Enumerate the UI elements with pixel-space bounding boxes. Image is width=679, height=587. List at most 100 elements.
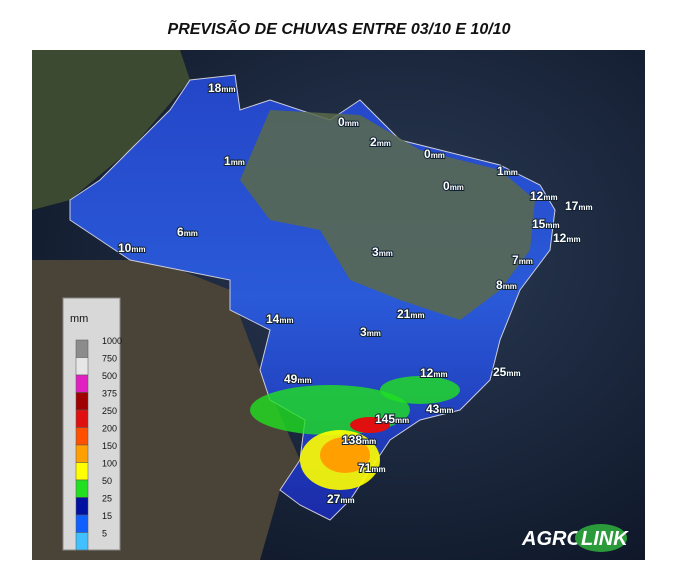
rain-value: 0 [443,179,450,193]
rain-value: 138 [342,433,362,447]
rain-unit: mm [506,369,520,378]
logo-right: LINK [581,528,629,550]
rain-value: 0 [338,115,345,129]
rain-unit: mm [371,465,385,474]
rain-area [320,437,370,473]
legend-box [62,297,121,551]
rain-unit: mm [503,282,517,291]
legend-swatch [75,427,89,446]
rain-unit: mm [345,119,359,128]
rain-value: 12 [553,231,567,245]
rain-label: 25mm [493,365,521,379]
rain-label: 6mm [177,225,198,239]
rain-label: 138mm [342,433,376,447]
rain-value: 1 [224,154,231,168]
legend-label: 375 [102,389,117,399]
rain-unit: mm [362,437,376,446]
rain-unit: mm [279,316,293,325]
rain-unit: mm [410,311,424,320]
rain-value: 0 [424,147,431,161]
rain-value: 17 [565,199,579,213]
rain-value: 3 [372,245,379,259]
legend-swatch [75,479,89,498]
logo-left: AGRO [521,528,582,550]
rain-unit: mm [450,183,464,192]
legend-label: 1000 [102,336,122,346]
legend-label: 25 [102,494,112,504]
legend-swatch [75,497,89,516]
labels: 18mm0mm2mm0mm1mm1mm0mm12mm17mm15mm12mm6m… [117,80,594,507]
dry-area [240,110,535,320]
rain-unit: mm [184,229,198,238]
rain-label: 1mm [224,154,245,168]
rain-unit: mm [379,249,393,258]
rain-value: 1 [497,164,504,178]
rain-unit: mm [519,257,533,266]
rain-unit: mm [231,158,245,167]
rain-label: 12mm [420,366,448,380]
title: PREVISÃO DE CHUVAS ENTRE 03/10 E 10/10 [168,18,511,38]
legend-label: 500 [102,371,117,381]
rain-unit: mm [504,168,518,177]
rain-label: 1mm [497,164,518,178]
land-north [32,50,190,210]
rain-unit: mm [566,235,580,244]
rain-unit: mm [221,85,235,94]
rain-value: 27 [327,492,341,506]
rain-unit: mm [431,151,445,160]
legend-swatch [75,339,89,358]
rain-value: 15 [532,217,546,231]
legend-label: 50 [102,476,112,486]
rain-value: 8 [496,278,503,292]
rain-label: 49mm [284,372,312,386]
rain-label: 0mm [443,179,464,193]
legend-label: 5 [102,529,107,539]
legend-label: 150 [102,441,117,451]
rain-unit: mm [395,416,409,425]
rain-unit: mm [433,370,447,379]
legend-label: 250 [102,406,117,416]
rain-value: 3 [360,325,367,339]
rain-label: 3mm [360,325,381,339]
legend-label: 100 [102,459,117,469]
rain-label: 12mm [530,189,558,203]
legend-swatch [75,357,89,376]
rain-label: 10mm [118,241,146,255]
rain-label: 17mm [565,199,593,213]
legend-swatch [75,532,89,551]
rain-label: 18mm [208,81,236,95]
rain-unit: mm [578,203,592,212]
rain-label: 7mm [512,253,533,267]
legend-swatch [75,409,89,428]
legend: 1000 750 500 375 250 200 150 100 50 25 15 5 [75,336,122,551]
rain-value: 145 [375,412,395,426]
rain-area [350,417,390,433]
rain-value: 18 [208,81,222,95]
rain-unit: mm [439,406,453,415]
legend-label: 200 [102,424,117,434]
rain-value: 12 [420,366,434,380]
legend-swatch [75,462,89,481]
rain-unit: mm [377,139,391,148]
rain-unit: mm [297,376,311,385]
legend-swatch [75,514,89,533]
rain-value: 2 [370,135,377,149]
rain-value: 25 [493,365,507,379]
rain-value: 21 [397,307,411,321]
rain-label: 12mm [553,231,581,245]
legend-swatch [75,392,89,411]
rain-label: 0mm [338,115,359,129]
rain-unit: mm [545,221,559,230]
rain-value: 12 [530,189,544,203]
rain-unit: mm [340,496,354,505]
rain-label: 8mm [496,278,517,292]
rain-label: 21mm [397,307,425,321]
legend-label: 15 [102,511,112,521]
rain-label: 0mm [424,147,445,161]
rain-value: 7 [512,253,519,267]
rain-label: 15mm [532,217,560,231]
rain-label: 145mm [375,412,409,426]
rain-unit: mm [367,329,381,338]
logo-badge [575,524,627,552]
